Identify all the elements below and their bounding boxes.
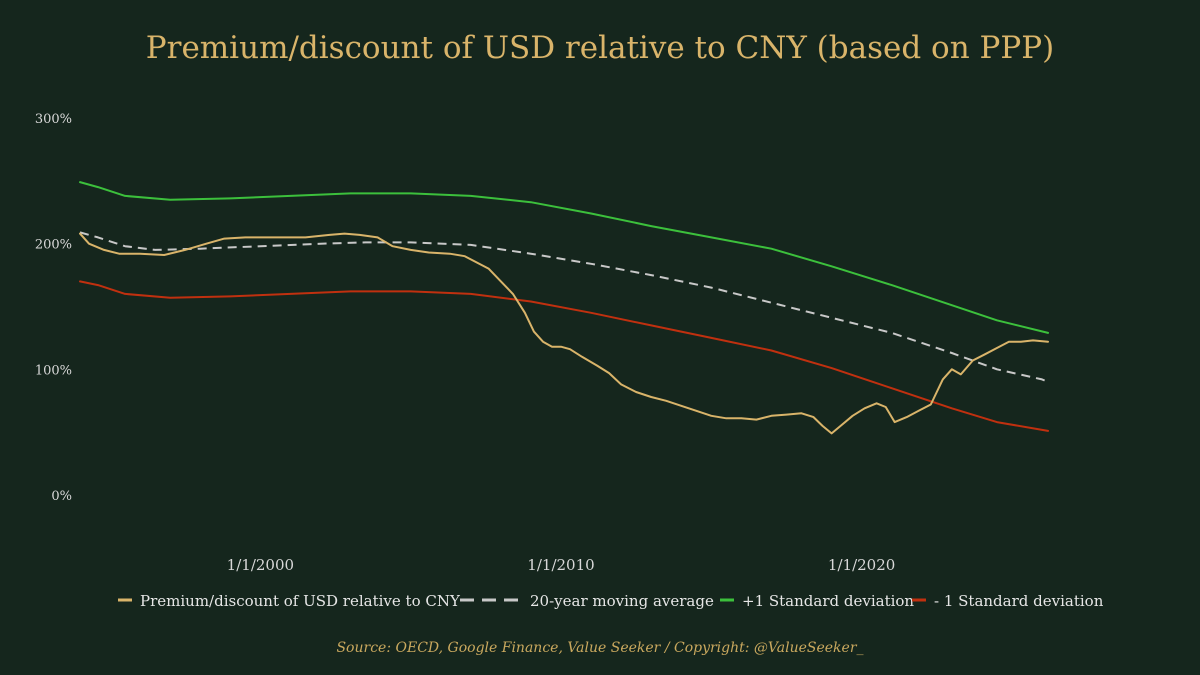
legend-label: +1 Standard deviation <box>742 592 914 610</box>
x-tick-label: 1/1/2010 <box>527 556 594 574</box>
y-tick-label: 200% <box>35 238 72 253</box>
series-line-2 <box>79 231 1049 383</box>
source-note: Source: OECD, Google Finance, Value Seek… <box>336 640 863 656</box>
x-tick-label: 1/1/2020 <box>828 556 895 574</box>
chart-title: Premium/discount of USD relative to CNY … <box>146 30 1054 66</box>
y-axis: 300% 200% 100% 0% <box>35 112 72 504</box>
legend-label: - 1 Standard deviation <box>934 592 1104 610</box>
y-tick-label: 0% <box>51 489 72 504</box>
y-tick-label: 100% <box>35 363 72 378</box>
series-line-1 <box>79 232 1049 435</box>
y-tick-label: 300% <box>35 112 72 127</box>
series-line-3 <box>79 181 1049 334</box>
legend-label: 20-year moving average <box>530 592 714 610</box>
x-tick-label: 1/1/2000 <box>227 556 294 574</box>
series-line-4 <box>79 280 1049 432</box>
plot-area <box>79 181 1049 435</box>
legend-label: Premium/discount of USD relative to CNY <box>140 592 461 610</box>
legend: Premium/discount of USD relative to CNY 2… <box>118 592 1104 610</box>
x-axis: 1/1/2000 1/1/2010 1/1/2020 <box>227 556 896 574</box>
